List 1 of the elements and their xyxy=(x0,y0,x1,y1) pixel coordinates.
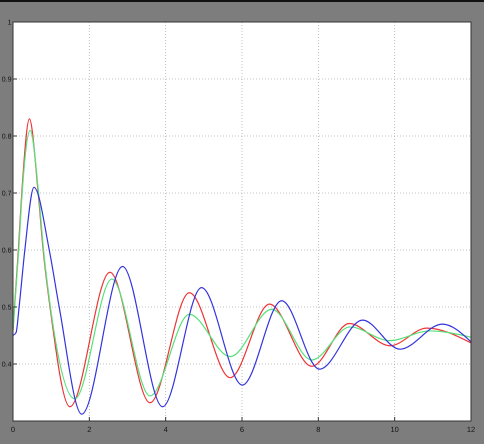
line-series xyxy=(13,186,471,415)
